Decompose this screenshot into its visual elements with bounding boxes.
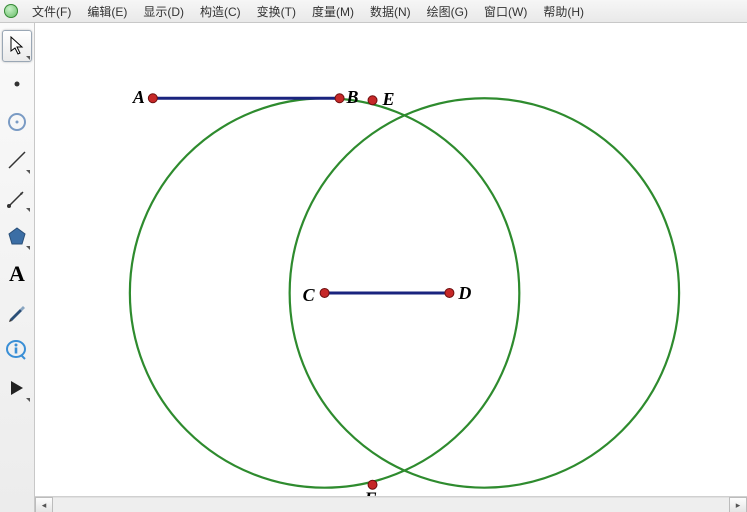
text-tool-icon: A <box>9 261 25 287</box>
play-tool-button[interactable] <box>2 372 32 404</box>
pen-icon <box>6 301 28 323</box>
menu-window[interactable]: 窗口(W) <box>476 1 535 22</box>
scroll-right-button[interactable]: ▸ <box>729 497 747 512</box>
point-tool-button[interactable] <box>2 68 32 100</box>
geometry-canvas[interactable]: A B E C D F <box>35 23 747 512</box>
ray-icon <box>6 187 28 209</box>
label-c[interactable]: C <box>303 285 316 305</box>
scroll-track[interactable] <box>53 497 729 512</box>
menu-display[interactable]: 显示(D) <box>135 1 192 22</box>
play-icon <box>7 378 27 398</box>
menu-transform[interactable]: 变换(T) <box>249 1 304 22</box>
point-b[interactable] <box>335 94 344 103</box>
line-icon <box>6 149 28 171</box>
label-d[interactable]: D <box>457 283 471 303</box>
info-tool-button[interactable] <box>2 334 32 366</box>
menu-data[interactable]: 数据(N) <box>362 1 419 22</box>
horizontal-scrollbar[interactable]: ◂ ▸ <box>35 496 747 512</box>
scroll-left-button[interactable]: ◂ <box>35 497 53 512</box>
polygon-tool-button[interactable] <box>2 220 32 252</box>
circle-tool-button[interactable] <box>2 106 32 138</box>
point-icon <box>7 74 27 94</box>
label-a[interactable]: A <box>132 87 145 107</box>
point-c[interactable] <box>320 288 329 297</box>
text-tool-button[interactable]: A <box>2 258 32 290</box>
app-icon <box>4 4 18 18</box>
menu-help[interactable]: 帮助(H) <box>535 1 592 22</box>
line-tool-button[interactable] <box>2 144 32 176</box>
point-d[interactable] <box>445 288 454 297</box>
menu-construct[interactable]: 构造(C) <box>192 1 249 22</box>
menu-bar: 文件(F) 编辑(E) 显示(D) 构造(C) 变换(T) 度量(M) 数据(N… <box>0 0 747 23</box>
workspace: A <box>0 23 747 512</box>
point-e[interactable] <box>368 96 377 105</box>
menu-measure[interactable]: 度量(M) <box>304 1 362 22</box>
menu-plot[interactable]: 绘图(G) <box>419 1 476 22</box>
tool-palette: A <box>0 23 35 512</box>
menu-edit[interactable]: 编辑(E) <box>79 1 135 22</box>
polygon-icon <box>6 225 28 247</box>
select-tool-button[interactable] <box>2 30 32 62</box>
point-a[interactable] <box>148 94 157 103</box>
canvas-area[interactable]: A B E C D F ◂ ▸ <box>35 23 747 512</box>
menu-file[interactable]: 文件(F) <box>24 1 79 22</box>
label-e[interactable]: E <box>382 89 395 109</box>
circle-icon <box>6 111 28 133</box>
label-b[interactable]: B <box>346 87 359 107</box>
ray-tool-button[interactable] <box>2 182 32 214</box>
info-icon <box>5 338 29 362</box>
arrow-cursor-icon <box>7 35 27 57</box>
pen-tool-button[interactable] <box>2 296 32 328</box>
